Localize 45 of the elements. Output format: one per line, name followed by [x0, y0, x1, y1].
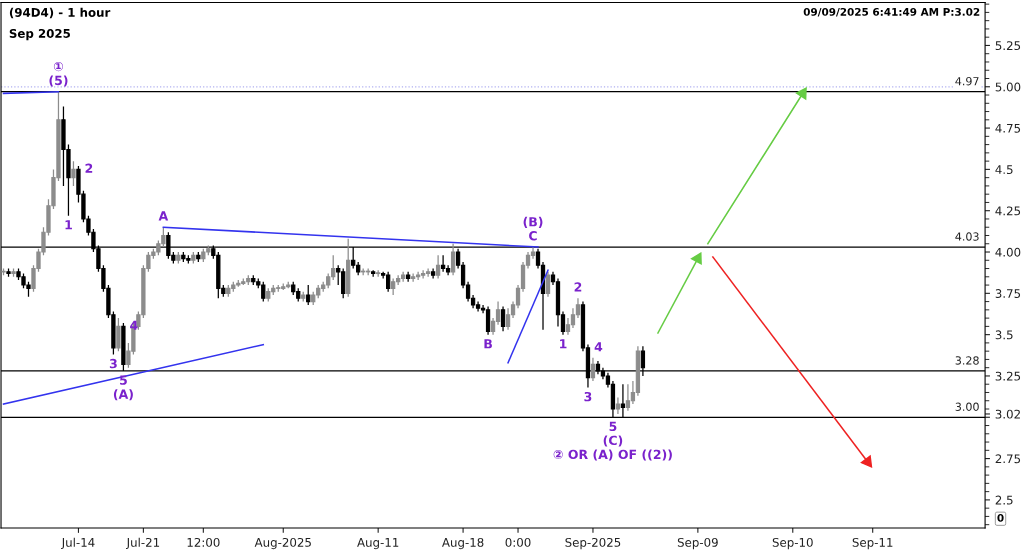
y-tick-label: 4.00 — [995, 247, 1021, 257]
text: 4 — [130, 320, 138, 330]
text: 1 — [65, 220, 72, 230]
text: 2 — [574, 282, 582, 292]
x-tick-label: Aug-2025 — [254, 537, 311, 550]
y-tick-label: 5.25 — [995, 41, 1021, 51]
ref-line-label: 3.28 — [955, 356, 979, 365]
y-tick-label: 3.25 — [995, 371, 1021, 381]
ref-line-label: 3.00 — [955, 402, 979, 411]
x-tick-label: Sep-11 — [852, 537, 893, 550]
y-tick-label: 3.5 — [995, 330, 1013, 340]
y-tick-label: 3.02 — [995, 409, 1020, 419]
text: 5 (C) ② OR (A) OF ((2)) — [553, 421, 672, 461]
x-tick-label: Aug-18 — [442, 537, 484, 550]
x-tick-label: Jul-21 — [126, 537, 160, 550]
text: (B) C — [523, 216, 543, 241]
text: A — [158, 211, 169, 221]
y-tick-label: 5.00 — [995, 82, 1021, 92]
y-tick-label: 4.75 — [995, 123, 1021, 133]
y-tick-label: 4.25 — [995, 206, 1021, 216]
y-tick-label: 2.5 — [995, 495, 1013, 505]
ref-line-label: 4.03 — [955, 232, 979, 241]
x-tick-label: Sep-2025 — [565, 537, 621, 550]
y-tick-label: 4.5 — [995, 165, 1013, 175]
text: 5 (A) — [113, 375, 133, 401]
text: B — [484, 339, 492, 349]
text: Sep 2025 — [9, 28, 70, 41]
x-tick-label: 12:00 — [187, 537, 220, 547]
y-tick-label: 2.75 — [995, 454, 1021, 464]
text: 4 — [594, 342, 603, 352]
x-tick-label: Sep-09 — [677, 537, 718, 550]
x-tick-label: 0:00 — [505, 537, 531, 547]
annotation: 09/09/2025 6:41:49 AM P:3.02 — [803, 7, 980, 17]
x-tick-label: Sep-10 — [772, 537, 813, 550]
y-tick-label: 3.75 — [995, 289, 1021, 298]
text: 1 — [560, 339, 567, 349]
ref-line-label: 4.97 — [955, 77, 979, 86]
chart-title: (94D4) - 1 hour — [9, 7, 111, 19]
text: 3 — [584, 391, 592, 402]
text: ① (5) — [49, 62, 68, 87]
x-tick-label: Aug-11 — [357, 538, 399, 550]
text: 0 — [997, 513, 1004, 522]
text: 3 — [109, 358, 117, 369]
text: 2 — [85, 163, 93, 173]
x-tick-label: Jul-14 — [61, 537, 95, 550]
